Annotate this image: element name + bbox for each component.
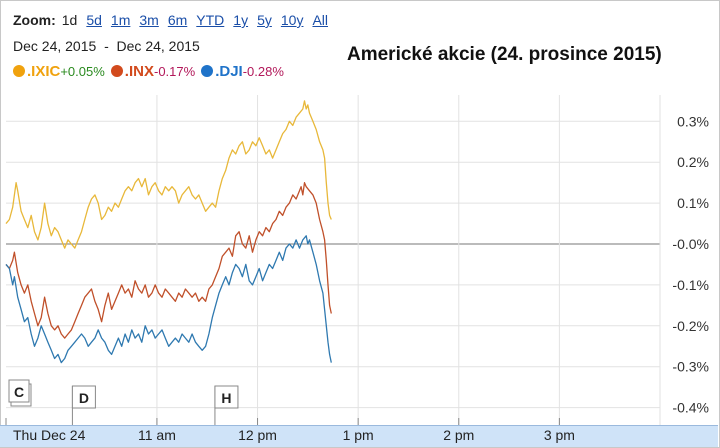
zoom-label: Zoom:	[13, 12, 56, 28]
legend-dot-icon	[110, 65, 123, 77]
series-line-dji	[5, 235, 332, 364]
legend: .IXIC+0.05% .INX-0.17% .DJI-0.28%	[13, 63, 290, 80]
legend-change: +0.05%	[60, 64, 105, 79]
news-marker-h[interactable]: H	[214, 385, 239, 425]
y-tick-label: -0.4%	[672, 400, 709, 416]
marker-label: D	[79, 390, 89, 406]
zoom-option-ytd[interactable]: YTD	[196, 12, 225, 28]
zoom-option-3m[interactable]: 3m	[139, 12, 159, 28]
marker-label: C	[14, 384, 24, 400]
marker-box	[71, 385, 96, 409]
marker-label: H	[221, 390, 231, 406]
zoom-option-10y[interactable]: 10y	[280, 12, 304, 28]
y-tick-label: 0.1%	[677, 195, 709, 211]
zoom-option-5d[interactable]: 5d	[86, 12, 102, 28]
legend-symbol: .INX	[124, 63, 154, 80]
zoom-option-6m[interactable]: 6m	[167, 12, 188, 28]
zoom-option-5y[interactable]: 5y	[257, 12, 272, 28]
date-to: Dec 24, 2015	[116, 38, 200, 54]
series-line-ixic	[5, 100, 332, 249]
legend-dot-icon	[201, 65, 214, 77]
x-tick-label: Thu Dec 24	[13, 427, 86, 443]
zoom-option-1d[interactable]: 1d	[61, 12, 78, 28]
news-marker-d[interactable]: D	[71, 385, 96, 425]
zoom-options: 1d 5d 1m 3m 6m YTD 1y 5y 10y All	[62, 12, 337, 28]
y-tick-label: 0.2%	[677, 154, 709, 170]
y-tick-label: 0.3%	[677, 113, 709, 129]
zoom-option-1y[interactable]: 1y	[233, 12, 249, 28]
marker-box	[214, 385, 239, 409]
legend-item[interactable]: .DJI-0.28%	[201, 63, 284, 80]
marker-box	[8, 379, 30, 403]
zoom-bar: Zoom: 1d 5d 1m 3m 6m YTD 1y 5y 10y All	[13, 12, 337, 28]
x-tick-label: 1 pm	[343, 427, 374, 443]
x-tick-label: 3 pm	[544, 427, 575, 443]
news-marker-c[interactable]: C	[8, 379, 32, 407]
date-from: Dec 24, 2015	[13, 38, 97, 54]
zoom-option-all[interactable]: All	[312, 12, 329, 28]
date-separator: -	[104, 38, 109, 54]
y-tick-label: -0.1%	[672, 277, 709, 293]
series-line-inx	[5, 182, 332, 339]
legend-symbol: .IXIC	[27, 63, 61, 80]
legend-change: -0.28%	[242, 64, 284, 79]
x-tick-label: 2 pm	[443, 427, 474, 443]
x-axis-bar	[0, 425, 718, 447]
y-tick-label: -0.3%	[672, 359, 709, 375]
legend-change: -0.17%	[153, 64, 196, 79]
date-range: Dec 24, 2015 - Dec 24, 2015	[13, 38, 200, 54]
chart-title: Americké akcie (24. prosince 2015)	[347, 44, 662, 65]
legend-item[interactable]: .IXIC+0.05%	[13, 63, 105, 80]
x-tick-label: 11 am	[138, 427, 176, 443]
legend-dot-icon	[13, 65, 25, 77]
grid	[5, 95, 661, 425]
legend-item[interactable]: .INX-0.17%	[110, 63, 196, 80]
y-tick-label: -0.2%	[672, 318, 709, 334]
legend-symbol: .DJI	[215, 63, 243, 80]
y-tick-label: -0.0%	[672, 236, 709, 252]
zoom-option-1m[interactable]: 1m	[110, 12, 131, 28]
x-tick-label: 12 pm	[238, 427, 277, 443]
